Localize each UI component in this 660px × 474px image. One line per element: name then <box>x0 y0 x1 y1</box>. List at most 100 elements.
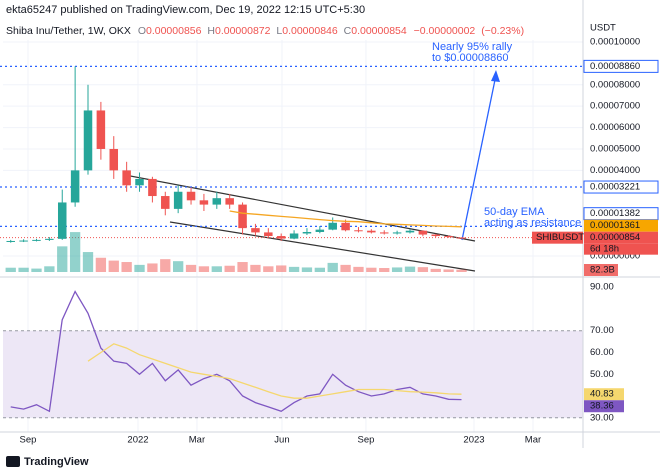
volume-bar <box>147 263 158 272</box>
candle-body <box>238 204 247 229</box>
ohlc-label: O <box>138 25 146 37</box>
price-tag-label: 0.00001382 <box>590 208 640 219</box>
y-tick-label: 60.00 <box>590 347 614 358</box>
countdown-bg <box>584 243 658 255</box>
candle-body <box>315 229 325 232</box>
volume-bar <box>417 267 429 272</box>
volume-bar <box>353 266 364 272</box>
ohlc-value: 0.00000846 <box>282 25 338 37</box>
rsi-tag-label: 40.83 <box>590 389 614 400</box>
rsi-band <box>3 330 583 418</box>
candle-body <box>457 237 466 239</box>
header: ekta65247 published on TradingView.com, … <box>6 4 365 16</box>
candle-body <box>225 198 234 205</box>
annotation: Nearly 95% rally <box>432 41 513 53</box>
volume-bar <box>160 259 171 272</box>
candle-body <box>135 178 144 186</box>
price-tag-label: 0.00001361 <box>590 220 640 231</box>
candle-body <box>96 110 106 149</box>
volume-bar <box>430 268 441 272</box>
candle-body <box>122 170 131 186</box>
volume-bar <box>340 264 351 272</box>
y-tick-label: 90.00 <box>590 282 614 293</box>
volume-bar <box>82 252 94 272</box>
price-tag-label: 0.00003221 <box>590 182 640 193</box>
candle-body <box>83 110 93 171</box>
candle-body <box>367 230 376 233</box>
candle-body <box>109 148 119 171</box>
rsi-tag <box>584 388 624 401</box>
candle-body <box>341 222 350 231</box>
y-tick-label: 0.00000000 <box>590 250 640 261</box>
y-tick-label: 0.00010000 <box>590 36 640 47</box>
candle-body <box>418 230 428 235</box>
volume-bar <box>224 265 235 272</box>
volume-bar <box>327 262 338 272</box>
candle-body <box>392 232 402 234</box>
candle-body <box>444 236 453 238</box>
ohlc-value: 0.00000872 <box>215 25 271 37</box>
y-axis-label: USDT <box>590 23 616 34</box>
rsi-tag-label: 38.36 <box>590 401 614 412</box>
volume-bar <box>379 268 390 272</box>
annotation: 50-day EMA <box>484 206 545 218</box>
annotation: acting as resistance <box>484 217 581 229</box>
candle-body <box>379 232 389 234</box>
y-tick-label: 0.00006000 <box>590 122 640 133</box>
ohlc-value: 0.00000856 <box>146 25 202 37</box>
x-tick-label: Sep <box>357 435 374 446</box>
candle-body <box>57 202 67 239</box>
volume-bar <box>69 232 81 272</box>
volume-bar <box>314 267 325 272</box>
arrow <box>461 74 497 241</box>
x-tick-label: 2023 <box>463 435 484 446</box>
candle-body <box>173 191 183 209</box>
candle-body <box>32 239 41 241</box>
volume-bar <box>250 264 261 272</box>
price-tag <box>583 180 659 194</box>
volume-tag <box>584 264 618 276</box>
candle-body <box>161 196 170 209</box>
volume-bar <box>211 266 222 272</box>
volume-bar <box>288 266 300 272</box>
x-tick-label: Jun <box>274 435 289 446</box>
x-tick-label: Mar <box>525 435 541 446</box>
line-series <box>87 343 462 399</box>
volume-bar <box>404 266 416 272</box>
candle-body <box>354 230 363 232</box>
y-tick-label: 70.00 <box>590 325 614 336</box>
trendline <box>169 221 476 272</box>
volume-bar <box>391 267 403 272</box>
volume-bar <box>108 260 119 272</box>
volume-bar <box>44 266 55 272</box>
volume-bar <box>134 264 145 272</box>
candle-body <box>70 170 80 203</box>
volume-bar <box>276 265 287 272</box>
trendline <box>124 174 476 242</box>
volume-bar <box>185 264 197 272</box>
candle-body <box>289 233 299 239</box>
ohlc-label: C <box>344 25 352 37</box>
x-tick-label: 2022 <box>127 435 148 446</box>
volume-bar <box>18 267 29 272</box>
candle-body <box>199 200 209 205</box>
candle-body <box>186 191 196 201</box>
arrow-head <box>491 70 500 82</box>
volume-bar <box>121 262 132 272</box>
countdown: 6d 18h <box>590 244 619 255</box>
line-series <box>10 290 462 413</box>
ohlc-value: 0.00000854 <box>351 25 407 37</box>
volume-bar <box>31 268 42 272</box>
volume-bar <box>95 257 107 272</box>
volume-bar <box>198 266 210 272</box>
candle-body <box>212 198 222 205</box>
candle-body <box>19 240 28 242</box>
brand: TradingView <box>24 456 89 468</box>
volume-bar <box>301 267 313 272</box>
symbol-tag <box>532 231 583 244</box>
candle-body <box>6 240 15 242</box>
price-tag-label: 0.00000854 <box>590 232 640 243</box>
y-tick-label: 30.00 <box>590 412 614 423</box>
volume-bar <box>263 266 274 272</box>
